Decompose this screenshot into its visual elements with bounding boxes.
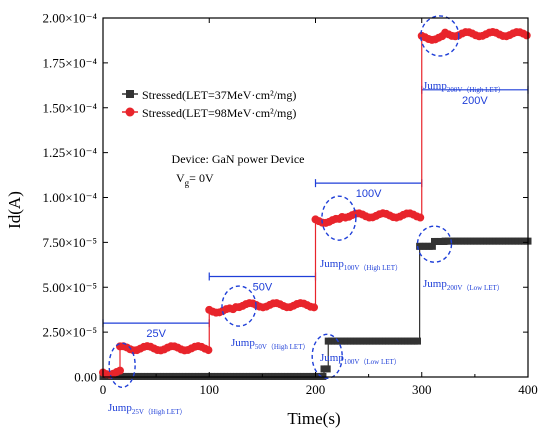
jump-annotation: Jump100V（High LET） — [320, 195, 402, 272]
jump-highlight-circle — [311, 333, 343, 380]
x-tick-label: 0 — [100, 382, 107, 397]
bias-step-label: 50V — [253, 281, 273, 293]
legend-marker-high-let — [125, 107, 135, 117]
bias-step-label: 25V — [146, 328, 166, 340]
jump-highlight-circle — [321, 195, 357, 241]
axes: 0 100 200 300 400 0.00 2.50×10⁻⁵ 5.00×10⁻⁵ 7.50×… — [43, 11, 538, 398]
y-tick-label: 2.00×10⁻⁴ — [43, 11, 98, 26]
jump-annotation: Jump100V（Low LET） — [311, 333, 401, 380]
jump-label-main: Jump — [320, 352, 344, 364]
jump-label-sub: 50V（High LET） — [255, 343, 310, 351]
jump-annotation: Jump200V（High LET） — [420, 15, 505, 94]
legend-marker-low-let — [126, 90, 134, 98]
data-point — [116, 366, 124, 375]
bias-step-annotations: 25V 50V 100V 200V — [102, 85, 529, 340]
data-point — [522, 31, 531, 40]
device-info-line2: Vg= 0V — [176, 171, 214, 188]
y-tick-label: 1.75×10⁻⁴ — [43, 55, 98, 70]
data-point — [416, 213, 425, 222]
jump-highlight-circle — [420, 15, 460, 57]
bias-step: 50V — [208, 272, 317, 293]
y-tick-label: 5.00×10⁻⁵ — [43, 280, 97, 295]
x-tick-label: 300 — [412, 382, 432, 397]
jump-label-sub: 200V（Low LET） — [447, 284, 504, 292]
jump-highlight-circles: Jump25V（High LET）Jump50V（High LET）Jump10… — [108, 15, 505, 416]
y-tick-label: 1.00×10⁻⁴ — [43, 190, 98, 205]
jump-highlight-circle — [221, 285, 257, 327]
jump-label-sub: 100V（Low LET） — [344, 358, 401, 366]
bias-step-label: 100V — [356, 188, 382, 200]
jump-label: Jump200V（Low LET） — [423, 278, 504, 292]
data-point — [428, 242, 436, 250]
x-tick-label: 100 — [200, 382, 220, 397]
y-tick-label: 0.00 — [74, 370, 97, 385]
jump-annotation: Jump25V（High LET） — [108, 342, 186, 416]
jump-highlight-circle — [108, 342, 136, 389]
jump-label-sub: 200V（High LET） — [447, 86, 505, 94]
device-info-v: V — [176, 171, 185, 185]
data-point — [414, 337, 421, 345]
x-axis-label: Time(s) — [287, 409, 340, 428]
x-tick-label: 200 — [306, 382, 326, 397]
bias-step: 25V — [102, 319, 210, 340]
x-tick-label: 400 — [518, 382, 538, 397]
bias-step: 100V — [314, 179, 423, 200]
device-info-line1: Device: GaN power Device — [172, 152, 305, 166]
data-point — [323, 365, 331, 373]
legend: Stressed(LET=37MeV·cm²/mg) Stressed(LET=… — [122, 88, 296, 120]
y-tick-label: 1.50×10⁻⁴ — [43, 100, 98, 115]
y-tick-label: 7.50×10⁻⁵ — [43, 235, 97, 250]
device-info: Device: GaN power Device Vg= 0V — [172, 152, 305, 188]
jump-label-main: Jump — [231, 337, 255, 349]
data-point — [204, 346, 213, 355]
y-axis-label: Id(A) — [5, 191, 24, 229]
device-info-rest: = 0V — [189, 171, 214, 185]
jump-highlight-circle — [416, 225, 453, 263]
data-point — [310, 303, 319, 312]
jump-label: Jump25V（High LET） — [108, 402, 186, 416]
y-tick-label: 1.25×10⁻⁴ — [43, 145, 98, 160]
jump-label-main: Jump — [423, 80, 447, 92]
series-line — [103, 33, 528, 374]
jump-label-main: Jump — [320, 258, 344, 270]
jump-label: Jump200V（High LET） — [423, 80, 505, 94]
jump-label: Jump100V（Low LET） — [320, 352, 401, 366]
jump-annotation: Jump50V（High LET） — [221, 285, 309, 351]
jump-annotation: Jump200V（Low LET） — [416, 225, 504, 292]
y-tick-label: 2.50×10⁻⁵ — [43, 325, 97, 340]
jump-label: Jump100V（High LET） — [320, 258, 402, 272]
jump-label-sub: 25V（High LET） — [132, 408, 187, 416]
legend-label-low-let: Stressed(LET=37MeV·cm²/mg) — [142, 88, 296, 102]
device-info-sub: g — [185, 178, 190, 188]
jump-label-main: Jump — [423, 278, 447, 290]
legend-label-high-let: Stressed(LET=98MeV·cm²/mg) — [142, 106, 296, 120]
jump-label: Jump50V（High LET） — [231, 337, 309, 351]
series-high-let — [99, 28, 531, 379]
jump-label-main: Jump — [108, 402, 132, 414]
jump-label-sub: 100V（High LET） — [344, 264, 402, 272]
bias-step-label: 200V — [462, 95, 488, 107]
